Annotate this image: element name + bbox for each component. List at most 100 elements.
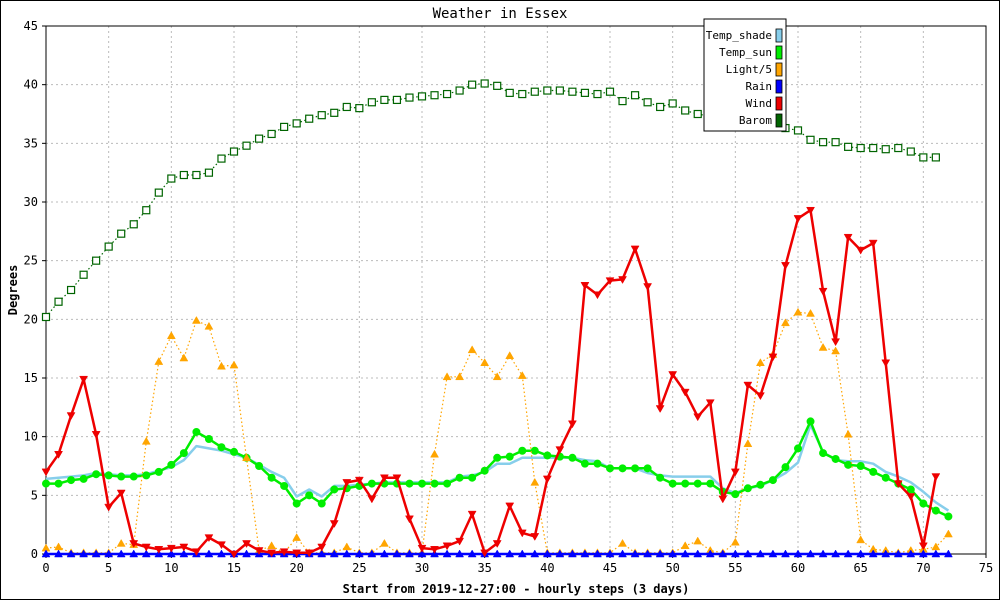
- data-point-temp-sun: [418, 479, 426, 488]
- data-point-temp-sun: [919, 499, 928, 508]
- data-point-light-5: [505, 351, 515, 359]
- data-point-light-5: [204, 321, 214, 330]
- x-axis-title: Start from 2019-12-27:00 - hourly steps …: [343, 582, 690, 596]
- data-point-light-5: [730, 537, 740, 546]
- data-point-barom: [317, 111, 326, 120]
- data-point-light-5: [806, 308, 815, 317]
- data-point-temp-sun: [906, 485, 915, 494]
- y-tick-label: 30: [24, 195, 38, 209]
- data-point-wind: [567, 420, 577, 429]
- data-point-rain: [129, 549, 139, 558]
- data-point-light-5: [492, 372, 502, 381]
- data-point-rain: [66, 549, 76, 558]
- data-point-temp-sun: [468, 473, 477, 482]
- data-point-light-5: [530, 477, 540, 486]
- data-point-rain: [555, 549, 565, 558]
- data-point-wind: [342, 479, 352, 487]
- y-tick-label: 20: [24, 312, 38, 326]
- data-point-rain: [943, 549, 953, 558]
- data-point-temp-sun: [217, 443, 226, 452]
- x-axis: 0 5 10 15 20 25 30 35 40 45 50 55 60 65 70 75: [42, 554, 993, 575]
- data-point-temp-sun: [493, 453, 502, 462]
- data-point-rain: [79, 549, 89, 558]
- data-point-barom: [806, 135, 815, 144]
- data-point-rain: [693, 549, 703, 558]
- data-point-barom: [305, 114, 314, 123]
- y-tick-label: 5: [31, 488, 38, 502]
- data-point-temp-sun: [518, 446, 527, 455]
- data-point-barom: [330, 108, 339, 117]
- data-point-barom: [505, 88, 514, 97]
- data-point-wind: [79, 375, 89, 384]
- data-point-rain: [580, 549, 590, 558]
- data-point-temp-sun: [731, 490, 740, 499]
- data-point-rain: [831, 549, 841, 558]
- data-point-wind: [317, 543, 327, 552]
- data-point-rain: [467, 549, 477, 558]
- x-tick-label: 60: [791, 561, 805, 575]
- data-point-wind: [593, 291, 602, 300]
- data-point-rain: [931, 549, 941, 558]
- data-point-barom: [217, 154, 226, 163]
- data-point-rain: [367, 549, 377, 558]
- legend-label-barom: Barom: [739, 114, 772, 127]
- data-point-barom: [242, 141, 251, 150]
- x-tick-label: 0: [42, 561, 49, 575]
- data-point-temp-sun: [794, 444, 802, 453]
- data-point-barom: [681, 106, 690, 115]
- data-point-barom: [129, 220, 138, 229]
- data-point-wind: [730, 468, 740, 477]
- data-point-light-5: [430, 449, 439, 458]
- data-point-wind: [893, 480, 903, 489]
- data-point-light-5: [755, 358, 765, 366]
- series-temp-shade: [45, 423, 950, 512]
- data-point-barom: [204, 168, 214, 177]
- data-point-wind: [179, 543, 189, 552]
- data-point-barom: [605, 87, 615, 96]
- legend-swatch-barom: [775, 113, 783, 128]
- y-axis: 0 5 10 15 20 25 30 35 40 45: [24, 19, 46, 561]
- data-point-temp-sun: [618, 464, 627, 473]
- legend-label-wind: Wind: [746, 97, 773, 110]
- data-point-temp-sun: [192, 427, 201, 436]
- data-point-rain: [217, 549, 226, 558]
- data-point-light-5: [831, 346, 841, 355]
- data-point-temp-sun: [543, 451, 552, 460]
- data-point-barom: [818, 138, 828, 147]
- data-point-light-5: [166, 331, 176, 340]
- data-point-wind: [856, 246, 866, 255]
- data-point-light-5: [116, 538, 126, 547]
- data-point-wind: [492, 540, 502, 548]
- data-point-rain: [643, 549, 653, 558]
- data-point-wind: [655, 405, 665, 414]
- data-point-rain: [104, 549, 114, 558]
- data-point-light-5: [292, 533, 302, 541]
- legend-swatch-wind: [775, 96, 783, 111]
- data-point-rain: [91, 549, 101, 558]
- data-point-rain: [567, 549, 577, 558]
- data-point-barom: [254, 134, 264, 143]
- data-point-barom: [618, 96, 627, 106]
- data-point-light-5: [818, 342, 828, 351]
- data-point-temp-sun: [580, 459, 589, 468]
- data-point-barom: [931, 153, 940, 162]
- data-point-barom: [480, 79, 489, 88]
- legend-swatch-rain: [775, 79, 783, 94]
- data-point-wind: [768, 353, 778, 362]
- data-point-temp-sun: [92, 470, 101, 479]
- data-point-wind: [116, 489, 126, 498]
- data-point-temp-sun: [104, 471, 113, 480]
- series-wind: [41, 206, 941, 559]
- data-point-rain: [818, 549, 828, 558]
- data-point-wind: [292, 549, 302, 558]
- legend-swatch-temp-sun: [775, 45, 783, 60]
- data-point-light-5: [217, 361, 226, 370]
- y-tick-label: 35: [24, 136, 38, 150]
- data-point-barom: [54, 297, 63, 306]
- data-point-barom: [530, 87, 539, 96]
- data-point-rain: [843, 549, 853, 558]
- y-tick-label: 10: [24, 430, 38, 444]
- data-point-wind: [630, 245, 640, 254]
- data-point-wind: [505, 502, 515, 511]
